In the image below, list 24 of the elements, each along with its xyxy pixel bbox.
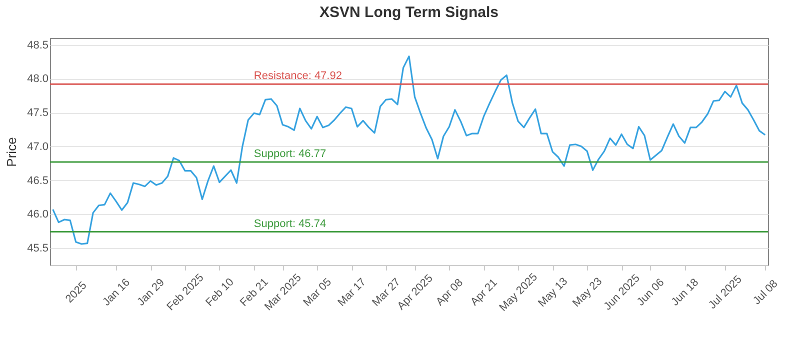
x-tick-label: Jul 08: [751, 278, 780, 308]
y-tick-label: 45.5: [27, 242, 48, 255]
ref-line-label: Support: 45.74: [254, 218, 326, 230]
x-tick-label: Mar 05: [301, 276, 334, 309]
y-tick-label: 48.5: [27, 39, 48, 52]
y-tick-label: 48.0: [27, 73, 48, 86]
x-tick-label: Jan 29: [135, 276, 167, 308]
ref-line-label: Support: 46.77: [254, 148, 326, 160]
y-tick-label: 46.0: [27, 208, 48, 221]
x-tick-label: Jun 18: [669, 276, 702, 308]
chart-title: XSVN Long Term Signals: [320, 4, 498, 21]
x-tick-label: May 23: [570, 276, 605, 310]
x-tick-label: Jan 16: [100, 276, 132, 308]
x-tick-label: Mar 17: [336, 276, 368, 309]
x-tick-label: Apr 21: [468, 276, 500, 308]
x-tick-label: Apr 08: [434, 276, 466, 308]
y-tick-label: 46.5: [27, 174, 48, 187]
x-tick-label: May 13: [536, 276, 570, 310]
y-tick-label: 47.0: [27, 140, 48, 153]
line-series: [52, 55, 766, 245]
x-tick-label: Feb 10: [204, 276, 236, 309]
y-tick-label: 47.5: [27, 107, 48, 120]
ref-line-label: Resistance: 47.92: [254, 70, 342, 82]
y-axis-title: Price: [4, 137, 20, 167]
